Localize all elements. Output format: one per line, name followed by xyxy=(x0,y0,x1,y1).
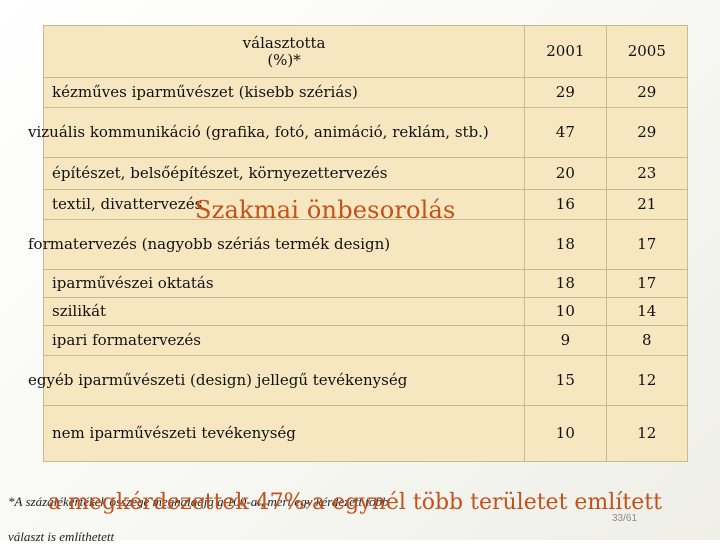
row-value-2005: 17 xyxy=(605,219,689,270)
row-value-2001: 29 xyxy=(524,77,607,108)
table-header-row: választotta (%)* 2001 2005 xyxy=(42,25,689,78)
table-row: egyéb iparművészeti (design) jellegű tev… xyxy=(28,355,689,406)
row-label: kézműves iparművészet (kisebb szériás) xyxy=(42,77,526,108)
row-label: formatervezés (nagyobb szériás termék de… xyxy=(28,219,526,270)
row-value-2005: 12 xyxy=(605,405,689,462)
row-label: ipari formatervezés xyxy=(42,325,526,356)
row-value-2001: 18 xyxy=(524,269,607,298)
table-row: nem iparművészeti tevékenység 10 12 xyxy=(42,405,689,462)
header-label-line1: választotta xyxy=(242,33,326,52)
row-value-2005: 17 xyxy=(605,269,689,298)
footnote-line2: választ is említhetett xyxy=(8,529,115,544)
row-value-2005: 12 xyxy=(605,355,689,406)
row-value-2001: 15 xyxy=(524,355,607,406)
row-value-2005: 8 xyxy=(605,325,689,356)
row-value-2001: 10 xyxy=(524,405,607,462)
table-row: iparművészei oktatás 18 17 xyxy=(42,269,689,298)
header-label-line2: (%)* xyxy=(267,50,301,69)
row-label: vizuális kommunikáció (grafika, fotó, an… xyxy=(28,107,526,158)
footnote-line1: *A százalékértékek összege meghaladja a … xyxy=(8,494,389,509)
data-table: választotta (%)* 2001 2005 kézműves ipar… xyxy=(28,25,689,462)
table-row: textil, divattervezés 16 21 xyxy=(42,189,689,220)
header-2005: 2005 xyxy=(605,25,689,78)
row-value-2005: 29 xyxy=(605,107,689,158)
row-value-2005: 21 xyxy=(605,189,689,220)
row-label: iparművészei oktatás xyxy=(42,269,526,298)
row-value-2001: 47 xyxy=(524,107,607,158)
row-value-2005: 23 xyxy=(605,157,689,190)
row-value-2001: 18 xyxy=(524,219,607,270)
header-2001: 2001 xyxy=(524,25,607,78)
row-value-2001: 20 xyxy=(524,157,607,190)
row-value-2005: 14 xyxy=(605,297,689,326)
table-row: kézműves iparművészet (kisebb szériás) 2… xyxy=(42,77,689,108)
table-row: építészet, belsőépítészet, környezetterv… xyxy=(42,157,689,190)
header-label-cell: választotta (%)* xyxy=(42,25,526,78)
table-row: ipari formatervezés 9 8 xyxy=(42,325,689,356)
table-row: szilikát 10 14 xyxy=(42,297,689,326)
page-number: 33/61 xyxy=(612,513,638,524)
row-value-2001: 16 xyxy=(524,189,607,220)
row-label: szilikát xyxy=(42,297,526,326)
row-value-2001: 9 xyxy=(524,325,607,356)
row-value-2001: 10 xyxy=(524,297,607,326)
table-row: vizuális kommunikáció (grafika, fotó, an… xyxy=(28,107,689,158)
emphasis-text: a megkérdezettek 47%-a egynél több terül… xyxy=(48,490,662,515)
row-label: építészet, belsőépítészet, környezetterv… xyxy=(42,157,526,190)
row-label: nem iparművészeti tevékenység xyxy=(42,405,526,462)
table-row: formatervezés (nagyobb szériás termék de… xyxy=(28,219,689,270)
overlay-title: Szakmai önbesorolás xyxy=(195,196,456,224)
row-label: textil, divattervezés xyxy=(42,189,526,220)
row-value-2005: 29 xyxy=(605,77,689,108)
row-label: egyéb iparművészeti (design) jellegű tev… xyxy=(28,355,526,406)
